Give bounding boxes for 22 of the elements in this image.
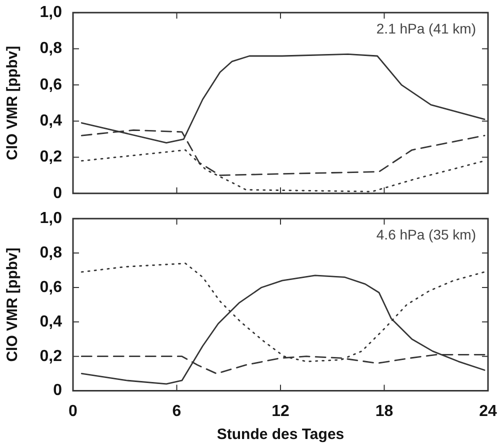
x-axis-title: Stunde des Tages [216, 426, 344, 444]
y-tick-label: 0,6 [40, 76, 62, 94]
y-axis-title: ClO VMR [ppbv] [4, 248, 22, 362]
y-tick-label: 0,4 [40, 313, 62, 330]
x-tick-label: 18 [375, 402, 394, 420]
y-tick-label: 0,2 [40, 348, 62, 365]
y-axis-title: ClO VMR [ppbv] [4, 46, 22, 160]
y-tick-label: 0,8 [40, 244, 62, 262]
y-tick-label: 0,6 [40, 278, 62, 296]
x-tick-label: 12 [272, 402, 290, 420]
y-tick-label: 0 [53, 382, 62, 400]
annotation: 4.6 hPa (35 km) [376, 226, 476, 242]
x-tick-label: 0 [68, 402, 78, 420]
y-tick-label: 0,2 [40, 148, 62, 166]
y-tick-label: 0,8 [40, 40, 62, 58]
y-tick-label: 0,4 [40, 112, 62, 130]
y-tick-label: 1,0 [40, 4, 62, 22]
y-tick-label: 1,0 [40, 210, 62, 228]
x-tick-label: 6 [172, 402, 182, 420]
x-tick-label: 24 [479, 402, 497, 420]
y-tick-label: 0 [53, 184, 62, 202]
annotation: 2.1 hPa (41 km) [376, 20, 476, 36]
